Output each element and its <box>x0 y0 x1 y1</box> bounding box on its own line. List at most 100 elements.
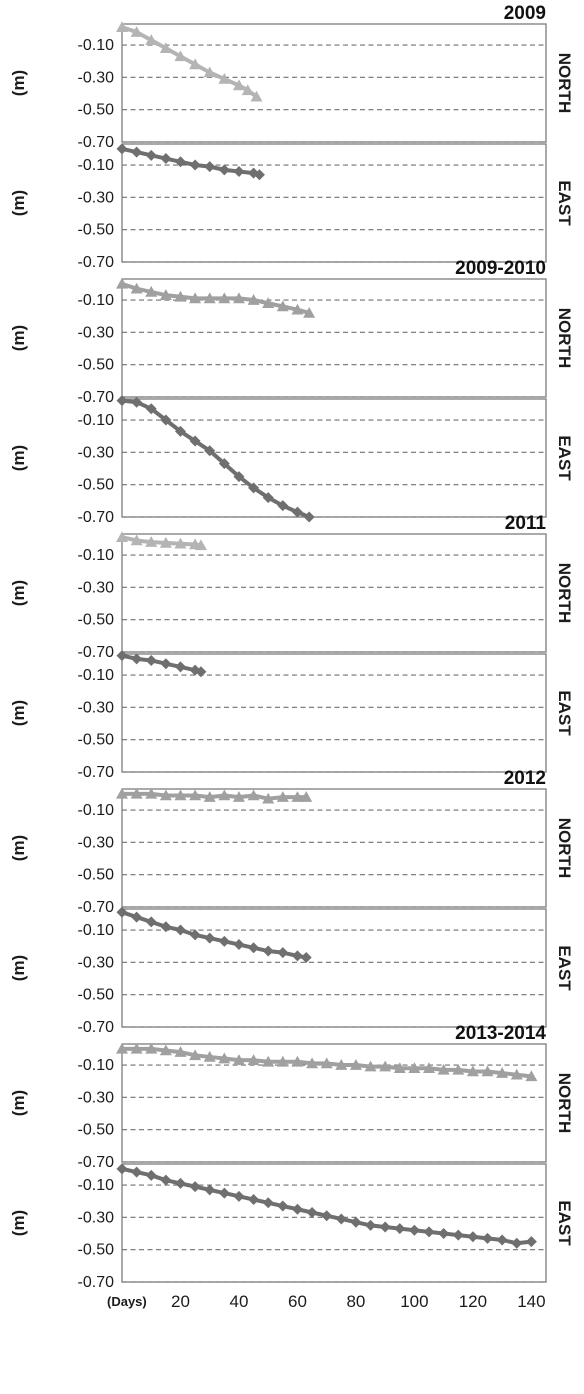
component-label: NORTH <box>555 308 574 368</box>
y-tick-label: -0.70 <box>78 644 115 661</box>
data-point <box>204 1184 216 1196</box>
data-point <box>174 156 186 168</box>
data-point <box>160 153 172 165</box>
y-axis-label: (m) <box>9 1210 28 1236</box>
data-point <box>174 537 187 549</box>
y-tick-label: -0.50 <box>78 612 115 629</box>
x-tick-label: 120 <box>459 1292 487 1311</box>
data-point <box>218 292 231 304</box>
data-point <box>496 1067 509 1078</box>
data-point <box>174 290 187 302</box>
data-point <box>203 66 216 78</box>
y-tick-label: -0.50 <box>78 987 115 1004</box>
data-point <box>300 791 313 802</box>
data-point <box>423 1062 436 1074</box>
data-point <box>262 1055 275 1067</box>
data-point <box>130 534 143 546</box>
data-point <box>116 277 128 289</box>
data-point <box>232 79 245 91</box>
y-tick-label: -0.50 <box>78 1242 115 1259</box>
data-point <box>247 294 260 305</box>
data-point <box>306 1206 318 1218</box>
data-point <box>379 1221 391 1233</box>
data-point <box>218 72 231 84</box>
component-label: EAST <box>555 435 574 481</box>
data-point <box>349 1059 362 1070</box>
data-point <box>233 939 245 951</box>
data-point <box>438 1228 450 1240</box>
data-point <box>291 1203 303 1215</box>
component-label: NORTH <box>555 53 574 113</box>
y-axis-label: (m) <box>9 835 28 861</box>
data-point <box>116 531 128 543</box>
y-tick-label: -0.50 <box>78 222 115 239</box>
data-point <box>320 1057 333 1069</box>
component-label: NORTH <box>555 563 574 623</box>
component-label: NORTH <box>555 1073 574 1133</box>
data-point <box>116 1042 128 1054</box>
data-point <box>218 164 230 176</box>
data-point <box>218 458 230 470</box>
data-point <box>204 161 216 173</box>
data-point <box>291 303 304 315</box>
data-point <box>174 425 186 437</box>
data-point <box>189 435 201 447</box>
data-point <box>335 1059 348 1070</box>
panel-title: 2009-2010 <box>455 258 546 279</box>
panel-title: 2011 <box>505 513 547 534</box>
data-point <box>510 1068 523 1080</box>
data-point <box>130 787 143 799</box>
component-label: NORTH <box>555 818 574 878</box>
y-axis-label: (m) <box>9 445 28 471</box>
data-point <box>145 916 157 928</box>
data-point <box>247 1054 260 1065</box>
data-point <box>291 791 304 802</box>
data-point <box>393 1062 406 1074</box>
data-point <box>232 292 245 304</box>
data-point <box>248 1194 260 1206</box>
data-point <box>276 791 289 802</box>
data-point <box>189 58 202 70</box>
data-point <box>116 143 128 155</box>
data-point <box>160 414 172 426</box>
data-point <box>452 1229 464 1241</box>
data-point <box>116 650 128 662</box>
data-point <box>116 21 128 33</box>
data-point <box>203 1050 216 1062</box>
component-label: EAST <box>555 690 574 736</box>
data-point <box>174 789 187 801</box>
data-point <box>466 1065 479 1077</box>
data-point <box>145 654 157 666</box>
data-point <box>408 1062 421 1074</box>
data-point <box>174 1046 187 1057</box>
x-tick-label: 100 <box>400 1292 428 1311</box>
data-point <box>408 1224 420 1236</box>
plot-frame <box>121 1043 547 1163</box>
data-point <box>365 1219 377 1231</box>
data-point <box>276 300 289 312</box>
data-point <box>291 1055 304 1067</box>
data-point <box>525 1070 538 1082</box>
data-point <box>335 1213 347 1225</box>
data-point <box>131 653 143 665</box>
data-point <box>131 911 143 923</box>
data-point <box>204 932 216 944</box>
data-point <box>248 482 260 494</box>
plot-frame <box>121 533 547 653</box>
data-point <box>131 146 143 158</box>
data-point <box>218 1187 230 1199</box>
y-tick-label: -0.10 <box>78 412 115 429</box>
y-tick-label: -0.30 <box>78 954 115 971</box>
data-point <box>174 924 186 936</box>
y-axis-label: (m) <box>9 955 28 981</box>
data-point <box>116 906 128 918</box>
y-tick-label: -0.10 <box>78 292 115 309</box>
data-point <box>277 1200 289 1212</box>
component-label: EAST <box>555 1200 574 1246</box>
y-tick-label: -0.10 <box>78 157 115 174</box>
data-point <box>189 789 202 801</box>
y-tick-label: -0.10 <box>78 547 115 564</box>
plot-frame <box>121 1163 547 1283</box>
data-point <box>189 929 201 941</box>
data-point <box>145 285 158 297</box>
